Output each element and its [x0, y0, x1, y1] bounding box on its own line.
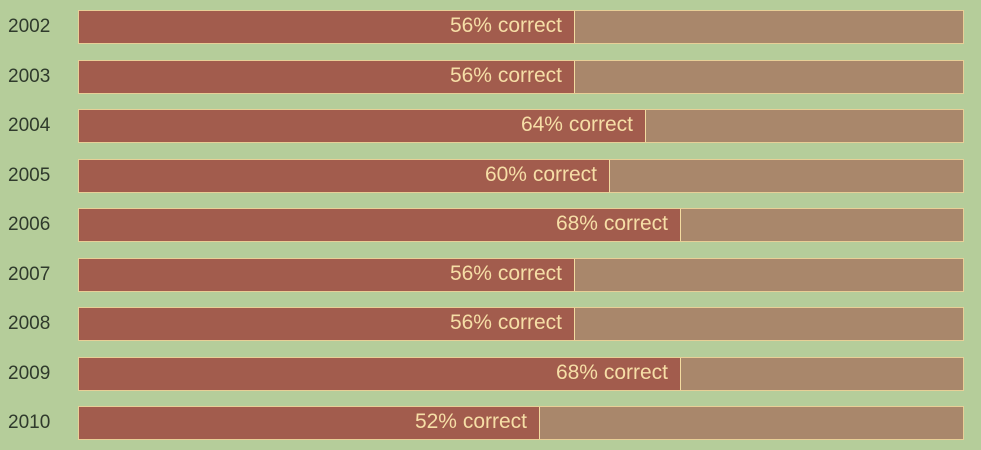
bar-row: 2009 68% correct — [0, 356, 981, 391]
bar-row: 2007 56% correct — [0, 257, 981, 292]
category-label: 2010 — [8, 412, 51, 433]
bar-row: 2008 56% correct — [0, 307, 981, 341]
value-label: 60% correct — [484, 162, 597, 186]
bar-fill: 60% correct — [79, 159, 610, 192]
bar-fill: 64% correct — [79, 110, 646, 142]
bar-fill: 68% correct — [79, 357, 681, 390]
category-label: 2006 — [8, 214, 51, 235]
bar-row: 2002 56% correct — [0, 10, 981, 44]
bar-fill: 56% correct — [79, 308, 575, 340]
bar-row: 2010 52% correct — [0, 406, 981, 440]
bar-track: 56% correct — [78, 307, 964, 341]
value-label: 56% correct — [449, 63, 562, 87]
value-label: 68% correct — [555, 212, 668, 235]
bar-row: 2004 64% correct — [0, 109, 981, 143]
value-label: 56% correct — [449, 261, 562, 285]
bar-row: 2003 56% correct — [0, 59, 981, 94]
category-label: 2007 — [8, 263, 51, 285]
bar-track: 68% correct — [78, 356, 964, 391]
category-label: 2004 — [8, 115, 51, 136]
value-label: 64% correct — [520, 113, 633, 136]
value-label: 52% correct — [414, 410, 527, 433]
category-label: 2003 — [8, 65, 51, 87]
bar-fill: 68% correct — [79, 209, 681, 241]
bar-track: 56% correct — [78, 59, 964, 94]
category-label: 2005 — [8, 164, 51, 186]
bar-fill: 56% correct — [79, 258, 575, 291]
bar-row: 2006 68% correct — [0, 208, 981, 242]
bar-track: 56% correct — [78, 257, 964, 292]
category-label: 2008 — [8, 313, 51, 334]
bar-track: 64% correct — [78, 109, 964, 143]
bar-track: 56% correct — [78, 10, 964, 44]
bar-fill: 56% correct — [79, 11, 575, 43]
bar-fill: 56% correct — [79, 60, 575, 93]
bar-row: 2005 60% correct — [0, 158, 981, 193]
value-label: 68% correct — [555, 360, 668, 384]
bar-fill: 52% correct — [79, 407, 540, 439]
bar-track: 68% correct — [78, 208, 964, 242]
category-label: 2002 — [8, 16, 51, 37]
category-label: 2009 — [8, 362, 51, 384]
bar-track: 52% correct — [78, 406, 964, 440]
value-label: 56% correct — [449, 311, 562, 334]
value-label: 56% correct — [449, 14, 562, 37]
bar-track: 60% correct — [78, 158, 964, 193]
